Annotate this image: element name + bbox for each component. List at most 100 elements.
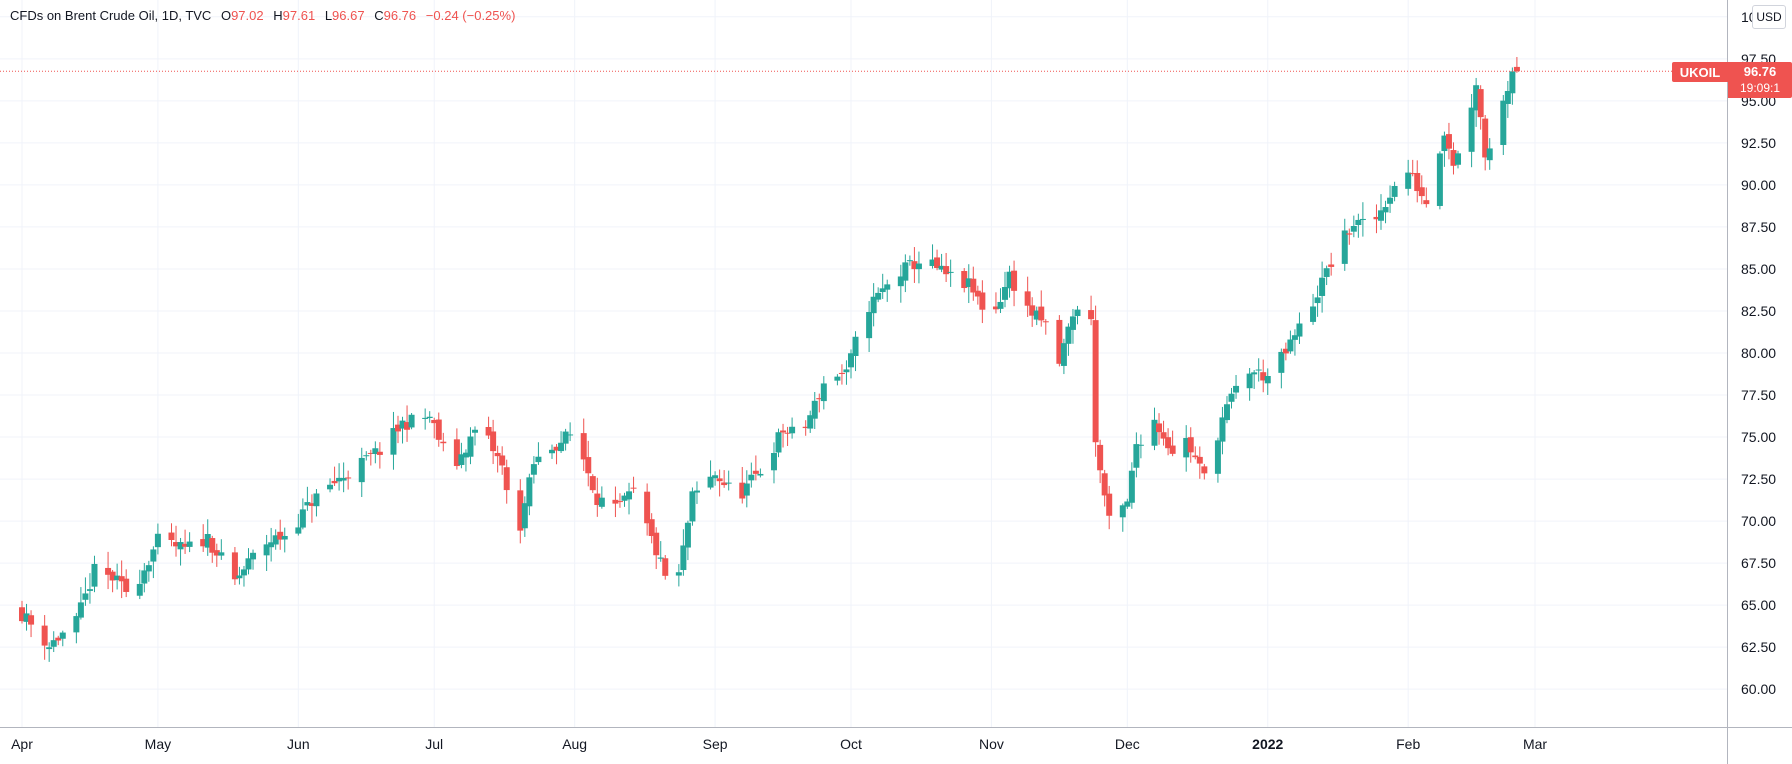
candle bbox=[1486, 138, 1493, 170]
candle bbox=[1350, 215, 1357, 238]
price-axis-tick-label: 87.50 bbox=[1741, 219, 1776, 235]
candle-body bbox=[186, 541, 193, 547]
candle bbox=[485, 416, 492, 439]
candle-body bbox=[992, 306, 999, 310]
candle-body bbox=[915, 263, 922, 270]
candle bbox=[657, 541, 664, 562]
candle-body bbox=[145, 565, 152, 572]
candle-body bbox=[250, 552, 257, 560]
candle bbox=[648, 513, 655, 544]
candle bbox=[1405, 159, 1412, 196]
candle-body bbox=[1106, 493, 1113, 516]
candle-body bbox=[517, 490, 524, 531]
candle-body bbox=[1455, 153, 1462, 165]
candle bbox=[422, 408, 429, 430]
candle-body bbox=[28, 615, 35, 625]
candle bbox=[50, 631, 57, 653]
candle bbox=[598, 486, 605, 509]
candle-body bbox=[1482, 118, 1489, 158]
candle bbox=[141, 563, 148, 593]
candle bbox=[1137, 434, 1144, 459]
candle bbox=[1192, 446, 1199, 460]
candle-body bbox=[1359, 218, 1366, 221]
candle bbox=[1328, 252, 1335, 276]
candle-body bbox=[340, 477, 347, 481]
last-price-box: 96.76 19:09:1 bbox=[1728, 62, 1792, 99]
candle-body bbox=[86, 589, 93, 591]
candle bbox=[313, 489, 320, 517]
candle-body bbox=[1500, 100, 1507, 145]
candle-body bbox=[739, 482, 746, 499]
candle bbox=[1445, 122, 1452, 160]
candle bbox=[1346, 228, 1353, 245]
candle-body bbox=[204, 534, 211, 548]
candle bbox=[1246, 367, 1253, 401]
candle bbox=[1233, 374, 1240, 399]
candle bbox=[757, 468, 764, 478]
price-axis-tick-label: 62.50 bbox=[1741, 639, 1776, 655]
candle-body bbox=[490, 431, 497, 452]
candle bbox=[961, 268, 968, 293]
candle-body bbox=[1405, 172, 1412, 189]
candle bbox=[453, 428, 460, 470]
candle bbox=[752, 455, 759, 481]
candle-body bbox=[616, 501, 623, 503]
candle bbox=[1264, 368, 1271, 396]
candle bbox=[263, 534, 270, 571]
candle bbox=[1029, 297, 1036, 327]
candle-body bbox=[1323, 268, 1330, 277]
candle bbox=[490, 419, 497, 465]
candle-body bbox=[77, 602, 84, 618]
candle bbox=[802, 420, 809, 436]
currency-button[interactable]: USD bbox=[1752, 5, 1786, 29]
candle-body bbox=[1183, 437, 1190, 458]
candle-body bbox=[308, 503, 315, 506]
candle bbox=[299, 498, 306, 530]
candle-body bbox=[218, 552, 225, 556]
candle-body bbox=[1246, 373, 1253, 389]
candle-body bbox=[1255, 369, 1262, 371]
candle-body bbox=[902, 262, 909, 281]
candle bbox=[838, 364, 845, 385]
candle bbox=[1418, 175, 1425, 205]
candle-body bbox=[884, 284, 891, 290]
candle-body bbox=[1092, 320, 1099, 443]
candle bbox=[1255, 358, 1262, 382]
time-axis-tick-label: Sep bbox=[703, 736, 728, 752]
candle bbox=[41, 615, 48, 660]
candle-body bbox=[875, 292, 882, 300]
candle-body bbox=[458, 454, 465, 465]
candle bbox=[1156, 413, 1163, 445]
candle-body bbox=[299, 509, 306, 528]
candle-body bbox=[680, 545, 687, 571]
candle bbox=[897, 264, 904, 303]
candle-body bbox=[1287, 339, 1294, 352]
candle-body bbox=[1011, 270, 1018, 291]
candle-body bbox=[662, 558, 669, 576]
close-value: 96.76 bbox=[383, 8, 417, 23]
candle bbox=[1228, 387, 1235, 409]
open-value: 97.02 bbox=[231, 8, 264, 23]
candle bbox=[1455, 150, 1462, 169]
candle-body bbox=[549, 449, 556, 454]
price-axis-tick-label: 90.00 bbox=[1741, 177, 1776, 193]
candle bbox=[1414, 160, 1421, 203]
candle bbox=[240, 565, 247, 587]
price-axis-tick-label: 60.00 bbox=[1741, 681, 1776, 697]
candle-body bbox=[367, 452, 374, 454]
time-axis-tick-label: Oct bbox=[840, 736, 862, 752]
candle-body bbox=[1382, 207, 1389, 213]
high-label: H bbox=[273, 8, 283, 23]
candle-body bbox=[1260, 372, 1267, 381]
candle-body bbox=[965, 278, 972, 287]
candle-body bbox=[1409, 173, 1416, 175]
candle bbox=[847, 349, 854, 379]
candle bbox=[1282, 342, 1289, 361]
candle-body bbox=[1513, 66, 1520, 72]
candle-body bbox=[372, 448, 379, 455]
candle bbox=[517, 479, 524, 544]
candle bbox=[1359, 202, 1366, 237]
candle-body bbox=[716, 478, 723, 482]
candle-body bbox=[961, 271, 968, 289]
